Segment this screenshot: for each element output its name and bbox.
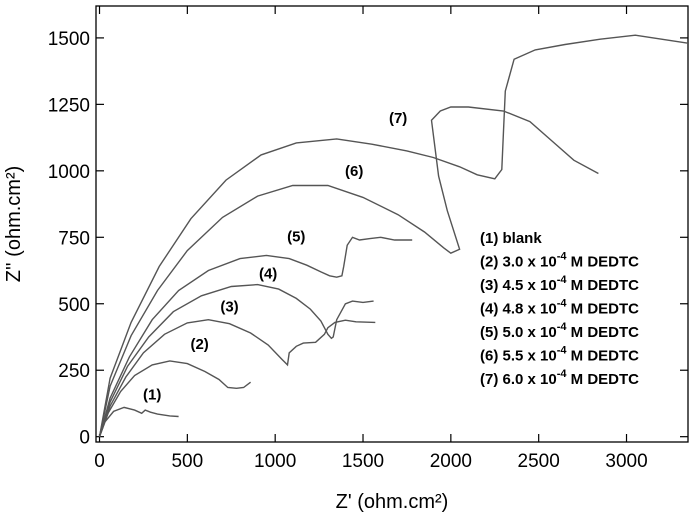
y-axis-title: Z'' (ohm.cm²) bbox=[3, 166, 25, 283]
legend-entry-unit: M DEDTC bbox=[567, 254, 640, 271]
series-5-curve bbox=[98, 236, 413, 437]
y-tick-label: 250 bbox=[58, 361, 90, 382]
legend: (1) blank(2) 3.0 x 10-4 M DEDTC(3) 4.5 x… bbox=[480, 230, 639, 388]
series-2-label: (2) bbox=[190, 336, 208, 353]
legend-entry-text: (7) 6.0 x 10 bbox=[480, 371, 557, 388]
x-tick-label: 0 bbox=[94, 451, 105, 472]
legend-entry-text: (2) 3.0 x 10 bbox=[480, 254, 557, 271]
curves-group bbox=[98, 34, 688, 437]
legend-entry-4: (4) 4.8 x 10-4 M DEDTC bbox=[480, 298, 639, 318]
y-tick-label: 750 bbox=[58, 228, 90, 249]
legend-entry-exponent: -4 bbox=[557, 321, 568, 333]
x-tick-label: 2000 bbox=[430, 451, 472, 472]
legend-entry-text: (3) 4.5 x 10 bbox=[480, 277, 557, 294]
axis-ticks: 0 500 1000 1500 2000 2500 3000 0 250 500 750 1000 12… bbox=[48, 6, 688, 472]
legend-entry-unit: M DEDTC bbox=[567, 301, 640, 318]
legend-entry-5: (5) 5.0 x 10-4 M DEDTC bbox=[480, 321, 639, 341]
series-4-label: (4) bbox=[259, 266, 277, 283]
series-2-curve bbox=[98, 360, 252, 437]
curve-labels-group: (1) (2) (3) (4) (5) (6) (7) bbox=[143, 110, 407, 403]
legend-entry-unit: M DEDTC bbox=[567, 277, 640, 294]
legend-entry-text: (1) blank bbox=[480, 230, 542, 247]
series-4-curve bbox=[98, 283, 374, 437]
legend-entry-3: (3) 4.5 x 10-4 M DEDTC bbox=[480, 274, 639, 294]
series-6-curve bbox=[98, 106, 599, 437]
legend-entry-exponent: -4 bbox=[557, 345, 568, 357]
series-3-label: (3) bbox=[220, 299, 238, 316]
legend-entry-text: (6) 5.5 x 10 bbox=[480, 348, 557, 365]
legend-entry-exponent: -4 bbox=[557, 368, 568, 380]
y-tick-label: 500 bbox=[58, 295, 90, 316]
legend-entry-unit: M DEDTC bbox=[567, 324, 640, 341]
legend-entry-unit: M DEDTC bbox=[567, 348, 640, 365]
x-tick-label: 1000 bbox=[254, 451, 296, 472]
legend-entry-exponent: -4 bbox=[557, 251, 568, 263]
legend-entry-unit: M DEDTC bbox=[567, 371, 640, 388]
series-1-curve bbox=[98, 406, 179, 437]
series-1-label: (1) bbox=[143, 386, 161, 403]
plot-frame bbox=[95, 5, 689, 443]
x-tick-label: 1500 bbox=[342, 451, 384, 472]
legend-entry-text: (4) 4.8 x 10 bbox=[480, 301, 557, 318]
x-tick-label: 500 bbox=[171, 451, 203, 472]
series-3-curve bbox=[98, 318, 376, 437]
y-tick-label: 1500 bbox=[48, 29, 90, 50]
x-axis-title: Z' (ohm.cm²) bbox=[336, 491, 449, 513]
series-7-label: (7) bbox=[389, 110, 407, 127]
x-tick-label: 2500 bbox=[518, 451, 560, 472]
series-7-curve bbox=[98, 34, 688, 437]
legend-entry-6: (6) 5.5 x 10-4 M DEDTC bbox=[480, 345, 639, 365]
series-5-label: (5) bbox=[287, 228, 305, 245]
series-6-label: (6) bbox=[345, 163, 363, 180]
x-tick-label: 3000 bbox=[605, 451, 647, 472]
legend-entry-exponent: -4 bbox=[557, 298, 568, 310]
legend-entry-2: (2) 3.0 x 10-4 M DEDTC bbox=[480, 251, 639, 271]
legend-entry-1: (1) blank bbox=[480, 230, 542, 247]
y-tick-label: 1250 bbox=[48, 95, 90, 116]
y-tick-label: 0 bbox=[79, 428, 90, 449]
legend-entry-exponent: -4 bbox=[557, 274, 568, 286]
legend-entry-text: (5) 5.0 x 10 bbox=[480, 324, 557, 341]
y-tick-label: 1000 bbox=[48, 162, 90, 183]
legend-entry-7: (7) 6.0 x 10-4 M DEDTC bbox=[480, 368, 639, 388]
